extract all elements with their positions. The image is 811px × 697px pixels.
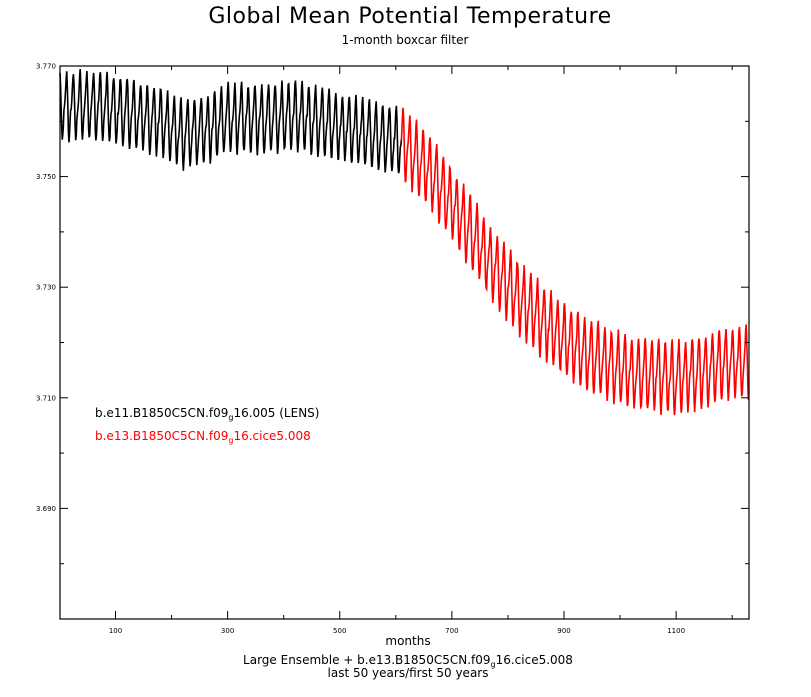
- ticks-layer: 100 300 500 700 900 1100 3.690 3.710 3.730 3.750 3…: [36, 63, 749, 635]
- legend-lens-post: 16.005 (LENS): [233, 406, 319, 420]
- legend-entry-cice5: b.e13.B1850C5CN.f09g16.cice5.008: [95, 429, 311, 445]
- legend-lens-sub: g: [228, 413, 233, 422]
- x-tick-label: 300: [221, 627, 234, 635]
- x-tick-label: 100: [109, 627, 122, 635]
- series-layer: [59, 68, 750, 416]
- y-tick-label: 3.750: [36, 173, 56, 181]
- y-tick-label: 3.690: [36, 505, 56, 513]
- series-line-1: [400, 107, 750, 416]
- chart-subtitle: 1-month boxcar filter: [342, 33, 469, 47]
- x-tick-label: 900: [557, 627, 570, 635]
- footnote-post: 16.cice5.008: [496, 653, 573, 667]
- legend-cice5-sub: g: [228, 436, 233, 445]
- chart-title: Global Mean Potential Temperature: [208, 4, 611, 29]
- legend-cice5-pre: b.e13.B1850C5CN.f09: [95, 429, 228, 443]
- y-tick-label: 3.770: [36, 63, 56, 71]
- footnote-line-1: Large Ensemble + b.e13.B1850C5CN.f09g16.…: [243, 653, 573, 669]
- y-tick-label: 3.730: [36, 284, 56, 292]
- series-line-0: [59, 68, 403, 174]
- x-tick-label: 700: [445, 627, 458, 635]
- footnote-pre: Large Ensemble + b.e13.B1850C5CN.f09: [243, 653, 490, 667]
- legend-entry-lens: b.e11.B1850C5CN.f09g16.005 (LENS): [95, 406, 319, 422]
- y-tick-label: 3.710: [36, 394, 56, 402]
- x-tick-label: 500: [333, 627, 346, 635]
- legend-lens-pre: b.e11.B1850C5CN.f09: [95, 406, 228, 420]
- footnote-line-2: last 50 years/first 50 years: [328, 666, 489, 680]
- legend-cice5-post: 16.cice5.008: [233, 429, 310, 443]
- footnote-sub: g: [491, 660, 496, 669]
- x-tick-label: 1100: [667, 627, 685, 635]
- x-axis-label: months: [385, 634, 430, 648]
